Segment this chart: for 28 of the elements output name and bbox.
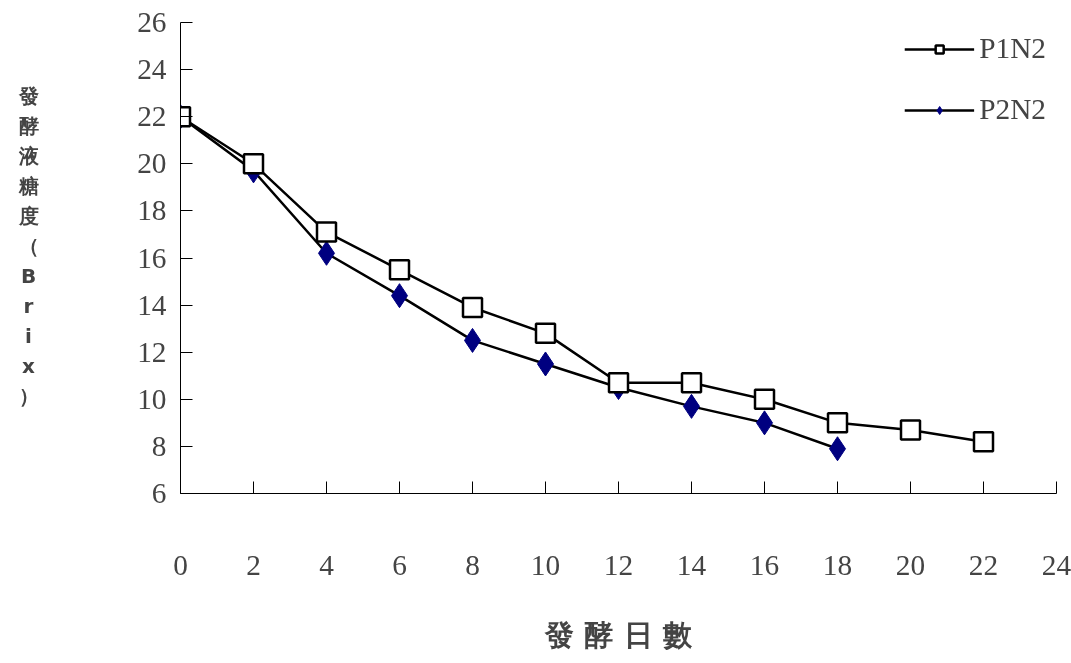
x-tick-label: 2 [246,548,261,581]
x-tick-label: 18 [822,548,853,581]
x-tick-label: 4 [319,548,335,581]
text: 發酵液糖度（Brix） [18,83,39,408]
x-tick-label: 22 [968,548,999,581]
y-tick-label: 20 [137,147,167,180]
x-tick-label: 10 [530,548,561,581]
y-tick-label: 16 [137,241,167,274]
legend-label: P1N2 [979,32,1046,65]
legend-label: P2N2 [979,93,1046,126]
y-tick-label: 18 [137,194,167,227]
y-tick-label: 12 [137,335,167,368]
y-tick-label: 26 [137,6,167,38]
y-tick-label: 24 [137,53,167,86]
x-tick-label: 24 [1041,548,1071,581]
x-tick-label: 16 [749,548,780,581]
x-axis-title: 發 酵 日 數 [544,617,693,652]
y-tick-label: 8 [151,429,167,462]
x-tick-label: 6 [392,548,407,581]
y-tick-label: 14 [137,288,167,321]
x-tick-label: 8 [465,548,480,581]
y-tick-label: 10 [137,382,167,415]
x-tick-label: 0 [173,548,188,581]
y-tick-label: 6 [151,477,167,509]
x-tick-label: 14 [676,548,707,581]
x-tick-label: 20 [895,548,926,581]
y-tick-label: 22 [137,100,167,133]
x-tick-label: 12 [603,548,634,581]
